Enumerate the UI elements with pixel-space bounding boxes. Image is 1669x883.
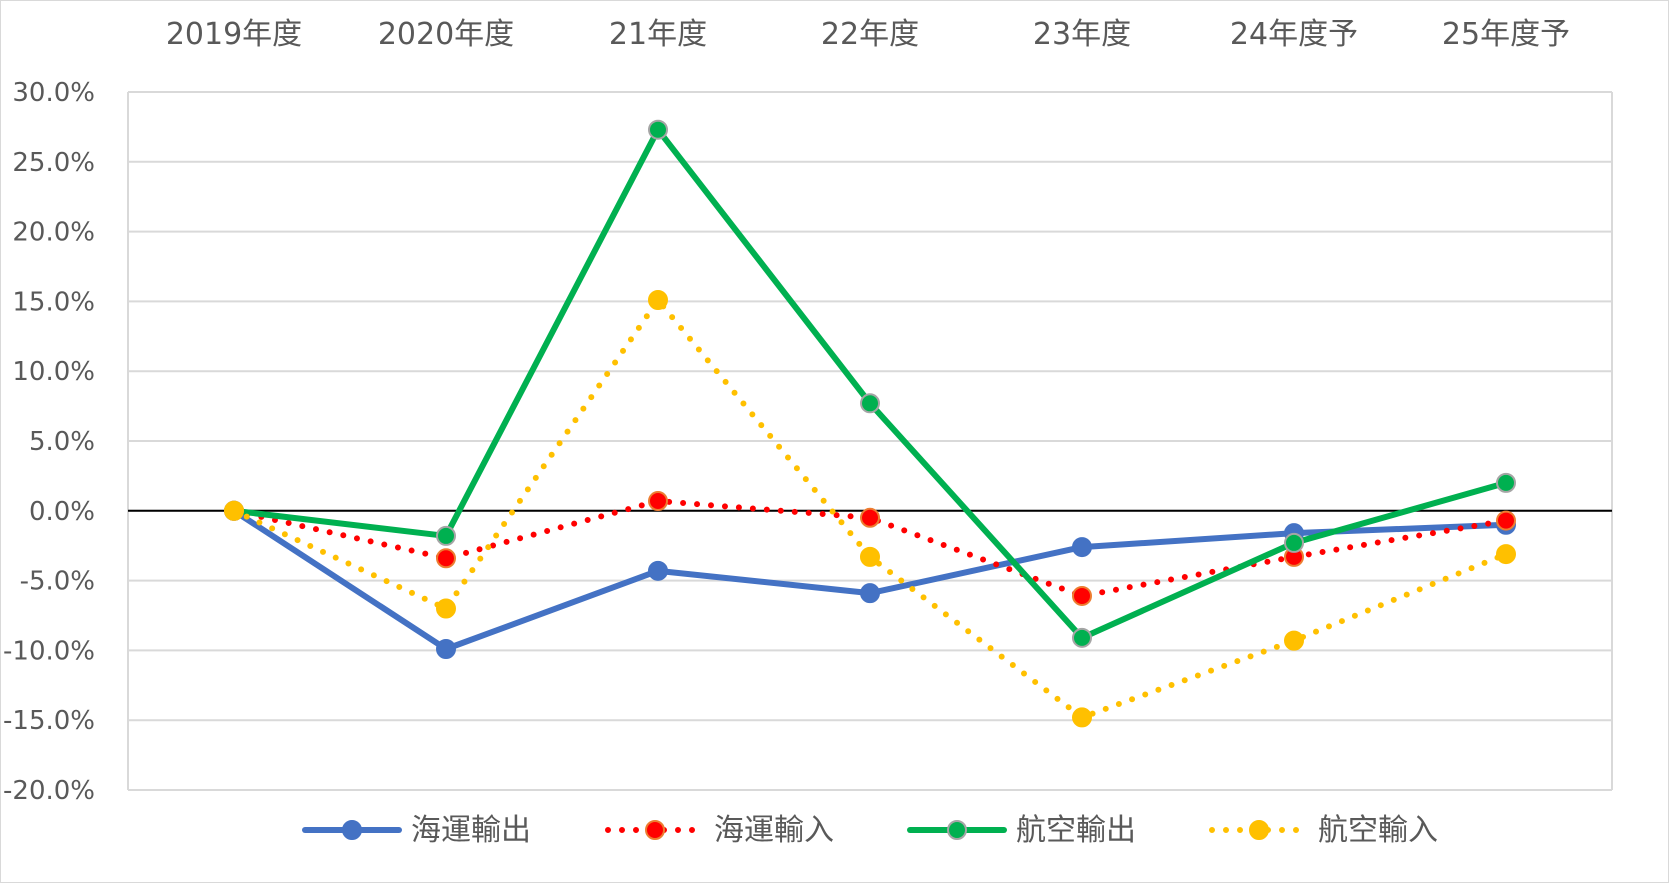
legend-marker-4 [1249, 820, 1269, 840]
legend-marker-2 [645, 820, 665, 840]
legend-label-2: 海運輸入 [714, 813, 834, 848]
legend-item-1: 海運輸出 [302, 813, 531, 848]
x-tick-label: 21年度 [609, 17, 707, 52]
y-tick-label: 15.0% [12, 287, 95, 317]
y-tick-label: 5.0% [29, 427, 95, 457]
y-tick-labels: 30.0% 25.0% 20.0% 15.0% 10.0% 5.0% 0.0% -5.0% -1… [3, 78, 95, 806]
x-tick-label: 24年度予 [1230, 17, 1358, 52]
x-tick-labels: 2019年度 2020年度 21年度 22年度 23年度 24年度予 25年度予 [166, 17, 1570, 52]
series-1-point-2 [648, 560, 668, 581]
x-tick-label: 2020年度 [378, 17, 514, 52]
series-3-point-3 [860, 393, 880, 414]
series-3-point-6 [1496, 472, 1516, 493]
y-tick-label: 10.0% [12, 357, 95, 387]
series-3-point-1 [436, 525, 456, 546]
series-4-point-4 [1072, 707, 1092, 728]
y-tick-label: 25.0% [12, 148, 95, 178]
series-2-point-6 [1496, 510, 1516, 531]
series-3-point-2 [648, 119, 668, 140]
series-1-point-1 [436, 639, 456, 660]
series-2-point-3 [860, 507, 880, 528]
legend-label-1: 海運輸出 [411, 813, 531, 848]
series-group [224, 119, 1516, 728]
series-4 [224, 290, 1516, 728]
series-4-point-5 [1284, 630, 1304, 651]
legend-label-3: 航空輸出 [1016, 813, 1136, 848]
legend-item-4: 航空輸入 [1209, 813, 1438, 848]
series-1-point-4 [1072, 537, 1092, 558]
y-tick-label: -20.0% [3, 776, 95, 806]
legend-marker-3 [947, 820, 967, 840]
legend-marker-1 [342, 820, 362, 840]
x-tick-label: 23年度 [1033, 17, 1131, 52]
x-tick-label: 2019年度 [166, 17, 302, 52]
y-tick-label: -5.0% [20, 567, 95, 597]
x-tick-label: 22年度 [821, 17, 919, 52]
legend: 海運輸出 海運輸入 航空輸出 航空輸入 [302, 813, 1438, 848]
series-4-point-3 [860, 546, 880, 567]
legend-item-2: 海運輸入 [605, 813, 834, 848]
series-4-point-1 [436, 598, 456, 619]
legend-item-3: 航空輸出 [907, 813, 1136, 848]
series-4-point-0 [224, 500, 244, 521]
series-2-point-4 [1072, 585, 1092, 606]
x-tick-label: 25年度予 [1442, 17, 1570, 52]
series-3-point-4 [1072, 627, 1092, 648]
legend-label-4: 航空輸入 [1318, 813, 1438, 848]
series-3-point-5 [1284, 532, 1304, 553]
y-tick-label: -15.0% [3, 706, 95, 736]
y-tick-label: 0.0% [29, 497, 95, 527]
series-4-point-2 [648, 290, 668, 311]
y-tick-label: 20.0% [12, 218, 95, 248]
y-tick-label: -10.0% [3, 636, 95, 666]
series-1-point-3 [860, 583, 880, 604]
y-tick-label: 30.0% [12, 78, 95, 108]
series-2-point-1 [436, 548, 456, 569]
series-2-point-2 [648, 491, 668, 512]
series-4-point-6 [1496, 544, 1516, 565]
